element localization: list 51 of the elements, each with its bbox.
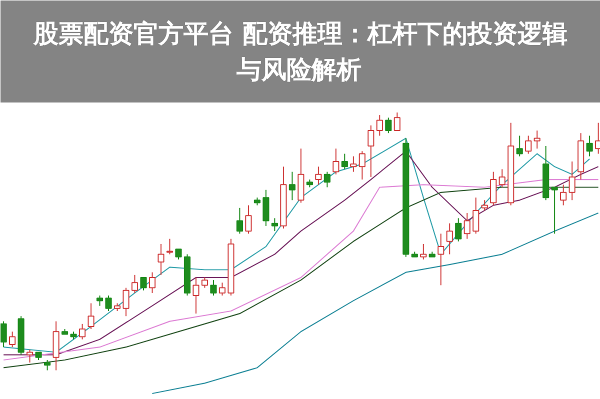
candlestick xyxy=(438,233,444,286)
candlestick xyxy=(140,276,147,291)
candlestick xyxy=(175,248,182,260)
candlestick xyxy=(394,112,400,132)
candlestick xyxy=(525,135,532,154)
candlestick xyxy=(236,207,244,234)
candlestick xyxy=(446,222,453,255)
candlestick xyxy=(455,218,462,242)
candlestick xyxy=(516,135,523,157)
candlestick xyxy=(271,218,278,232)
candlestick xyxy=(148,272,156,294)
candlestick xyxy=(122,287,130,317)
candlestick xyxy=(385,117,392,134)
candlestick xyxy=(96,295,104,306)
candlestick xyxy=(472,197,480,234)
candlestick xyxy=(534,130,540,150)
candlestick xyxy=(350,156,357,172)
candlestick xyxy=(568,160,576,201)
candlestick xyxy=(218,282,226,296)
candlestick xyxy=(376,114,383,136)
candlestick xyxy=(498,168,506,188)
candlestick xyxy=(166,238,174,255)
candlestick xyxy=(158,243,164,276)
candlestick xyxy=(464,212,470,240)
candlestick xyxy=(481,200,488,211)
candlestick xyxy=(341,153,348,170)
candlestick xyxy=(88,302,94,330)
candlestick xyxy=(560,184,567,206)
candlestick xyxy=(315,166,322,186)
candlestick xyxy=(490,171,497,206)
candlestick xyxy=(551,186,558,234)
candlestick xyxy=(324,171,330,188)
candlestick xyxy=(262,189,270,226)
candlestick xyxy=(26,349,34,364)
candlestick xyxy=(78,323,86,340)
candlestick xyxy=(201,276,208,288)
candlestick xyxy=(105,295,112,312)
candlestick xyxy=(0,320,7,348)
candlestick xyxy=(420,243,427,260)
candlestick xyxy=(368,124,374,178)
candlestick xyxy=(44,359,51,371)
candlestick xyxy=(245,204,252,234)
candlestick xyxy=(9,331,16,348)
chart-title: 股票配资官方平台 配资推理：杠杆下的投资逻辑与风险解析 xyxy=(32,19,568,84)
candlestick xyxy=(131,274,138,294)
candlestick xyxy=(210,280,217,296)
candlestick xyxy=(332,148,340,175)
candlestick xyxy=(586,135,593,157)
candlestick xyxy=(288,171,296,201)
candlestick xyxy=(358,150,366,180)
candlestick xyxy=(192,276,200,314)
